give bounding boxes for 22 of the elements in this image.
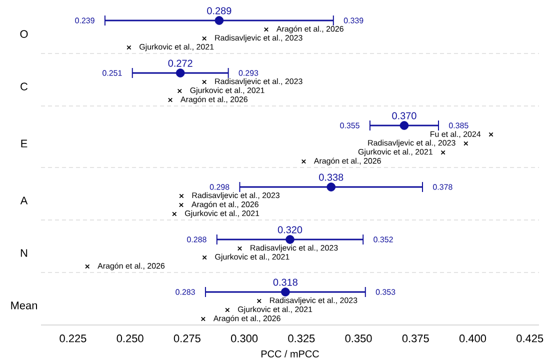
- data-label: 0.318: [273, 278, 298, 286]
- y-tick-label: N: [20, 249, 28, 257]
- x-tick-label: 0.425: [516, 334, 544, 342]
- x-tick-label: 0.225: [60, 334, 86, 342]
- data-label: 0.370: [392, 112, 416, 120]
- data-label: 0.338: [319, 174, 344, 181]
- y-tick-label: O: [20, 30, 28, 38]
- y-tick-label: A: [20, 196, 28, 204]
- x-axis-title: PCC / mPCC: [261, 350, 319, 358]
- y-tick-label: C: [20, 82, 28, 90]
- x-tick-label: 0.300: [231, 334, 258, 342]
- x-tick-label: 0.350: [345, 334, 372, 342]
- x-tick-label: 0.400: [459, 334, 486, 342]
- data-label: 0.272: [168, 60, 192, 67]
- x-tick-label: 0.325: [288, 334, 315, 342]
- y-tick-label: E: [21, 140, 28, 148]
- x-tick-label: 0.375: [402, 334, 429, 342]
- y-tick-label: Mean: [11, 302, 37, 310]
- x-tick-label: 0.250: [116, 334, 144, 342]
- x-tick-label: 0.275: [174, 334, 200, 342]
- data-label: 0.289: [207, 7, 232, 14]
- data-label: 0.320: [278, 226, 302, 234]
